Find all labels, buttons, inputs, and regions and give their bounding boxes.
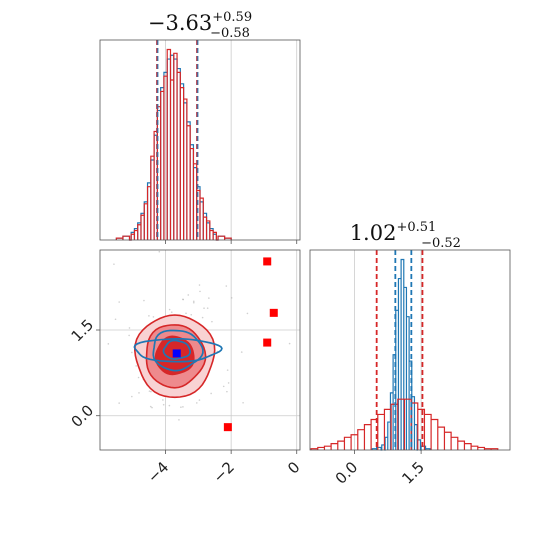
scatter-point xyxy=(148,315,150,317)
scatter-point xyxy=(182,406,184,408)
joint-xtick-label-1: −2 xyxy=(210,458,238,486)
scatter-point xyxy=(180,406,182,409)
scatter-point xyxy=(118,301,120,303)
scatter-point xyxy=(203,307,205,309)
p1-hist-red xyxy=(115,48,232,241)
scatter-point xyxy=(230,297,233,299)
blue-contour-level-2 xyxy=(162,339,191,360)
scatter-point xyxy=(190,313,193,316)
marginal-histogram-p2: 0.0 1.5 xyxy=(309,249,511,488)
scatter-point xyxy=(201,316,204,319)
p2-hist-red xyxy=(310,398,499,450)
marker-3 xyxy=(263,338,272,347)
scatter-point xyxy=(210,392,212,395)
scatter-point xyxy=(198,399,201,401)
joint-frame xyxy=(99,249,301,451)
scatter-point xyxy=(195,402,198,404)
scatter-point xyxy=(162,399,164,401)
joint-contour-p1-p2: −4 −2 0 0.0 1.5 xyxy=(68,249,304,486)
marker-2 xyxy=(269,308,278,317)
title-p1: −3.63+0.59 −0.58 xyxy=(148,10,252,41)
blue-contour-level-1 xyxy=(152,329,204,372)
scatter-point xyxy=(227,382,230,384)
scatter-point xyxy=(211,320,213,323)
scatter-point xyxy=(131,395,133,398)
scatter-point xyxy=(226,369,229,371)
scatter-point xyxy=(151,406,153,409)
marginal-p1-frame xyxy=(99,39,301,241)
marker-1 xyxy=(263,257,272,266)
scatter-point xyxy=(288,342,291,345)
scatter-point xyxy=(118,402,120,404)
scatter-point xyxy=(135,365,137,367)
scatter-point xyxy=(168,404,171,407)
scatter-point xyxy=(240,351,243,353)
scatter-point xyxy=(198,284,201,286)
scatter-point xyxy=(182,298,184,301)
scatter-point xyxy=(242,401,244,404)
scatter-point xyxy=(152,316,155,318)
scatter-point xyxy=(208,297,210,299)
scatter-point xyxy=(128,334,130,337)
scatter-point xyxy=(199,290,201,293)
scatter-point xyxy=(222,385,225,388)
joint-xtick-label-0: −4 xyxy=(144,458,172,486)
scatter-point xyxy=(148,390,151,392)
scatter-point xyxy=(206,307,209,309)
scatter-point xyxy=(137,376,140,379)
scatter-point xyxy=(158,250,161,253)
scatter-point xyxy=(131,351,133,354)
scatter-point xyxy=(246,312,249,315)
p2-xtick-label-0: 0.0 xyxy=(332,458,362,488)
scatter-point xyxy=(187,294,190,296)
scatter-point xyxy=(192,301,195,304)
scatter-point xyxy=(114,318,117,321)
marginal-histogram-p1 xyxy=(99,39,301,244)
scatter-point xyxy=(168,308,171,311)
scatter-point xyxy=(107,343,110,345)
joint-xtick-label-2: 0 xyxy=(284,458,303,477)
scatter-point xyxy=(128,327,131,329)
joint-ytick-label-0: 0.0 xyxy=(68,401,98,431)
scatter-point xyxy=(143,299,145,302)
marginal-p2-frame xyxy=(309,249,511,451)
scatter-point xyxy=(113,263,115,265)
joint-ytick-label-1: 1.5 xyxy=(68,316,98,346)
scatter-point xyxy=(226,390,228,393)
scatter-point xyxy=(170,311,173,313)
scatter-point xyxy=(162,403,165,406)
scatter-point xyxy=(178,419,180,421)
marker-0 xyxy=(172,349,181,358)
scatter-point xyxy=(138,392,140,394)
scatter-point xyxy=(149,405,152,408)
p2-xtick-label-1: 1.5 xyxy=(398,458,428,488)
scatter-point xyxy=(225,285,228,287)
scatter-point xyxy=(185,312,187,315)
title-p2: 1.02+0.51 −0.52 xyxy=(350,220,461,251)
scatter-point xyxy=(192,300,195,303)
marker-4 xyxy=(223,423,232,432)
scatter-point xyxy=(150,390,152,393)
